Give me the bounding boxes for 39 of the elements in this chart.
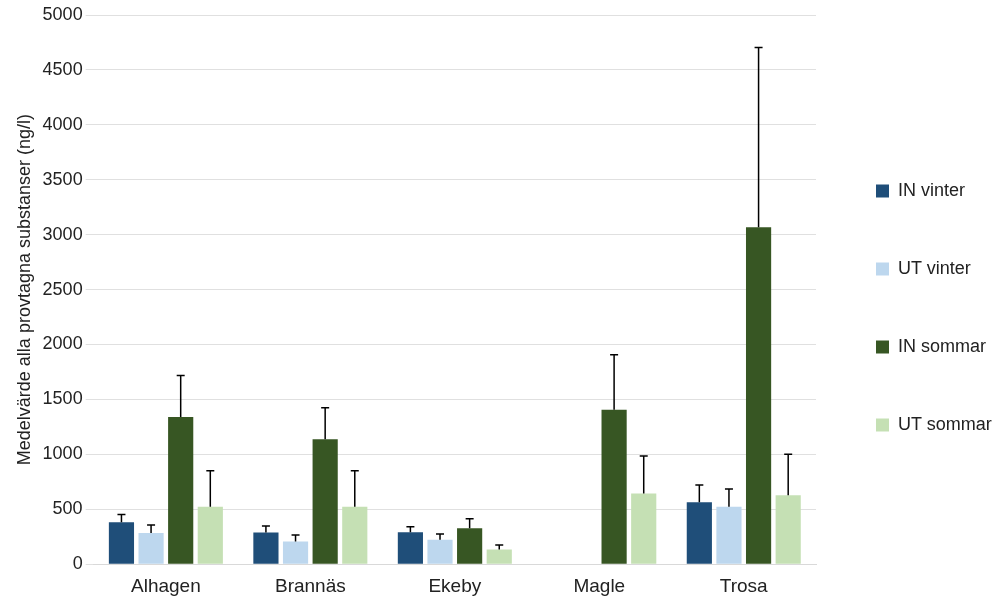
y-tick-label: 1500 [42, 388, 83, 409]
bar [457, 528, 483, 564]
bar [312, 439, 338, 564]
x-tick-label: Magle [573, 574, 626, 596]
y-axis-title: Medelvärde alla provtagna substanser (ng/l) [13, 114, 34, 466]
bar [686, 502, 712, 564]
legend-label: IN sommar [898, 335, 987, 356]
y-tick-label: 500 [52, 498, 83, 519]
y-tick-label: 0 [72, 553, 83, 574]
y-tick-label: 2000 [42, 333, 83, 354]
bar [253, 532, 279, 564]
bar [486, 549, 512, 564]
bar [138, 533, 164, 564]
x-tick-label: Brannäs [274, 574, 346, 596]
y-tick-label: 1000 [42, 443, 83, 464]
bar [397, 532, 423, 564]
bar [342, 506, 368, 564]
bar [716, 506, 742, 564]
legend-label: UT vinter [898, 257, 971, 278]
y-tick-label: 5000 [42, 3, 83, 24]
y-tick-label: 2500 [42, 278, 83, 299]
bar [775, 495, 801, 564]
bar [168, 416, 194, 564]
y-tick-label: 4500 [42, 58, 83, 79]
legend-label: UT sommar [898, 413, 992, 434]
bar [108, 522, 135, 564]
bar [427, 539, 453, 564]
x-tick-label: Trosa [719, 574, 769, 596]
bar [631, 493, 657, 564]
x-tick-label: Ekeby [428, 574, 482, 596]
bar [601, 409, 627, 564]
y-tick-label: 4000 [42, 113, 83, 134]
x-tick-label: Alhagen [131, 574, 201, 596]
y-tick-label: 3500 [42, 168, 83, 189]
legend-label: IN vinter [898, 179, 966, 200]
bar [197, 506, 223, 564]
y-tick-label: 3000 [42, 223, 83, 244]
bar [745, 227, 772, 564]
bar [282, 541, 309, 564]
